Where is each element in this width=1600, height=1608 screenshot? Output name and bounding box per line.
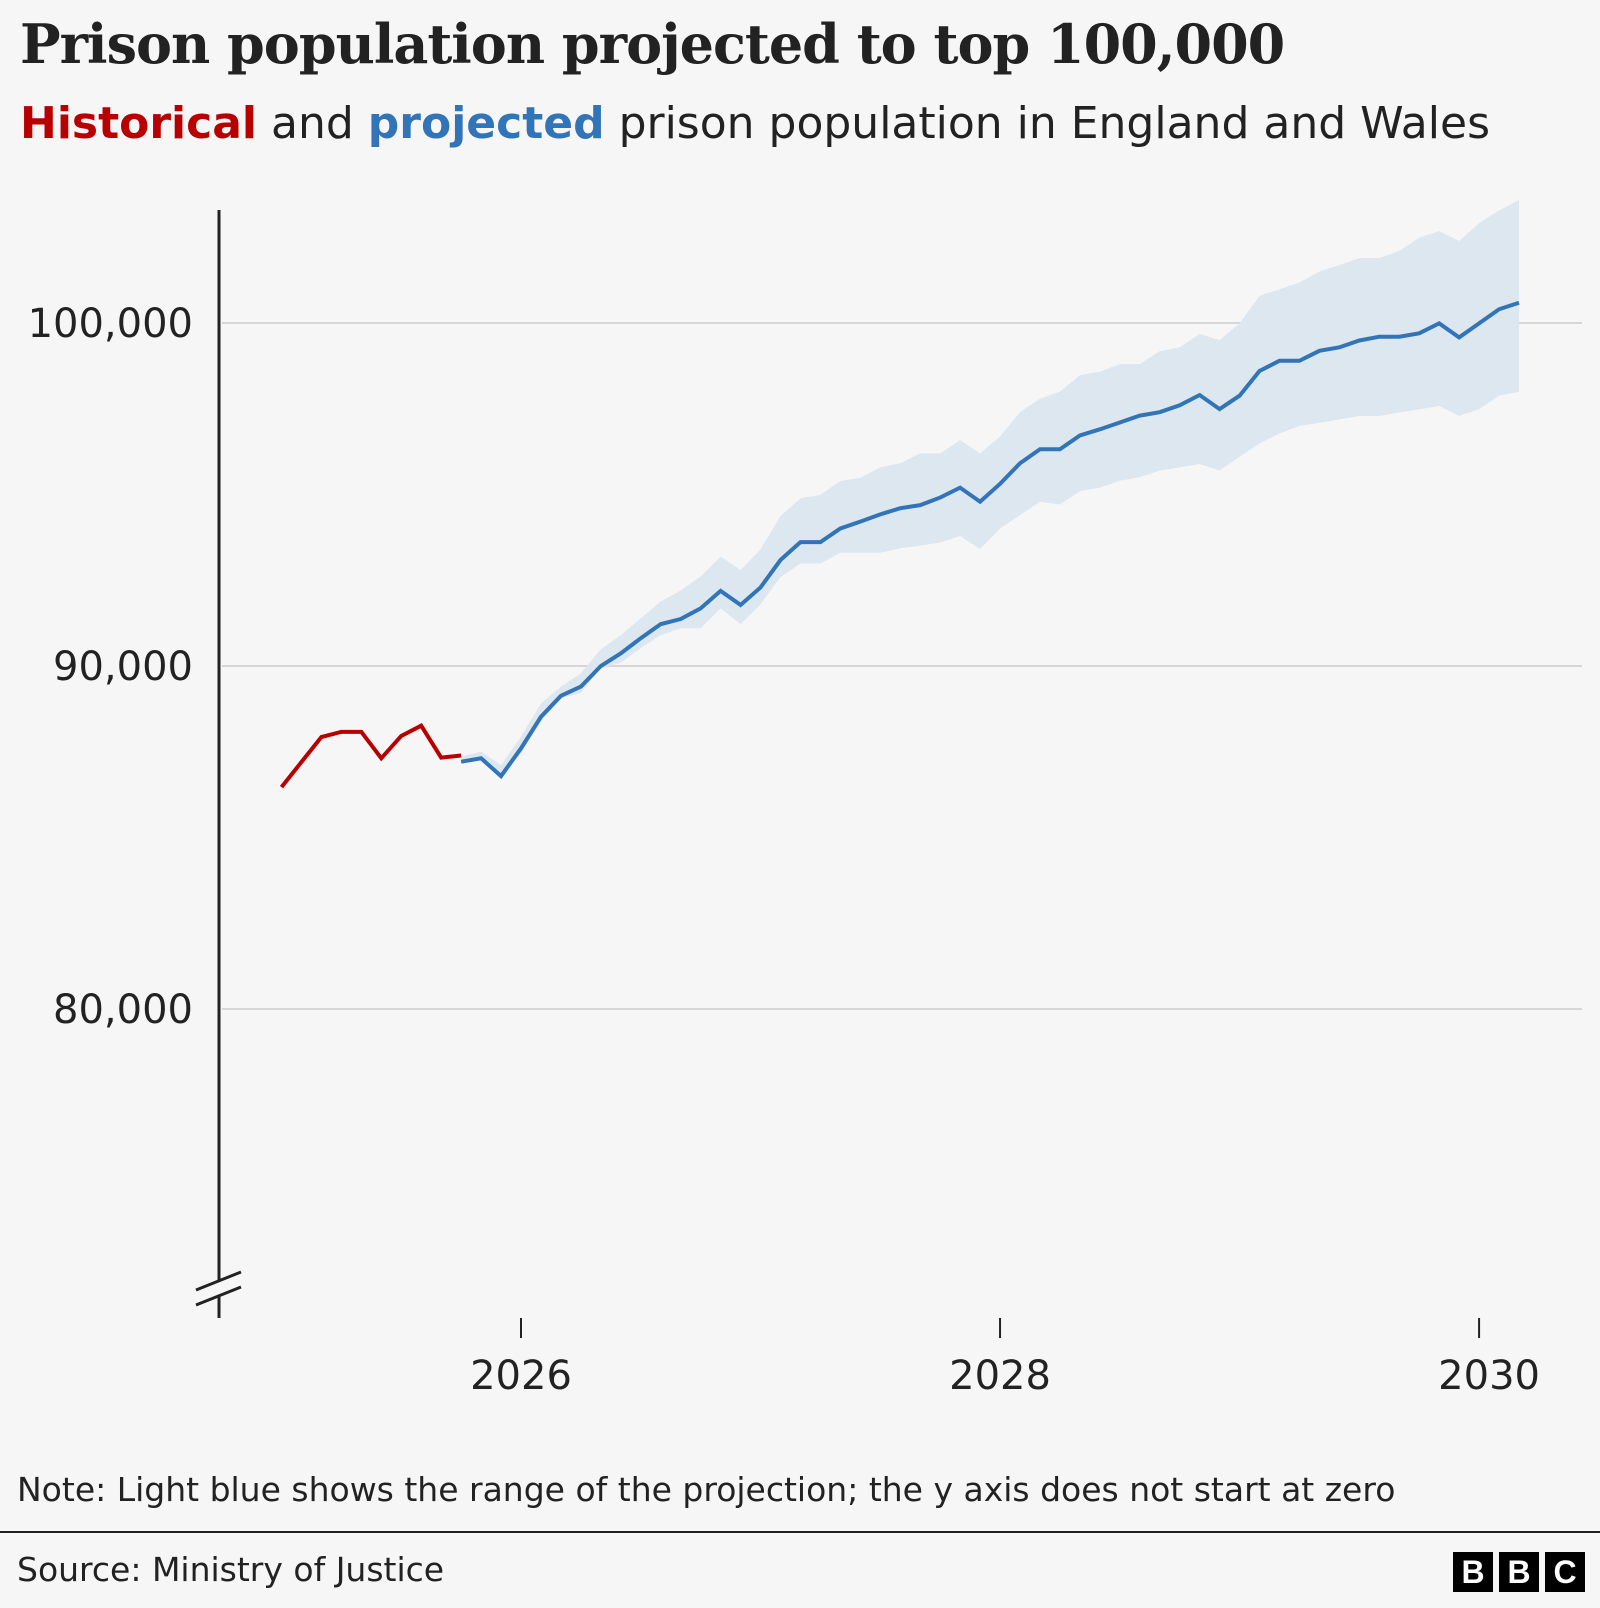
x-tick-label: 2030 <box>1438 1353 1540 1399</box>
chart-note: Note: Light blue shows the range of the … <box>17 1470 1396 1509</box>
logo-letter: B <box>1499 1552 1539 1592</box>
subtitle-projected: projected <box>367 98 605 149</box>
chart-subtitle: Historical and projected prison populati… <box>20 98 1490 149</box>
subtitle-and: and <box>257 98 368 149</box>
source-text: Source: Ministry of Justice <box>17 1550 445 1589</box>
x-tick-label: 2028 <box>949 1353 1051 1399</box>
y-tick-label: 100,000 <box>28 301 193 347</box>
y-tick-label: 90,000 <box>53 644 193 690</box>
x-tick-label: 2026 <box>470 1353 572 1399</box>
y-tick-label: 80,000 <box>53 987 193 1033</box>
subtitle-rest: prison population in England and Wales <box>604 98 1490 149</box>
projected-line <box>460 300 1520 780</box>
chart: 80,000 90,000 100,000 2026 2028 2030 <box>28 199 1582 1399</box>
axis-break-mark <box>195 1285 242 1307</box>
bbc-logo: B B C <box>1453 1552 1585 1592</box>
footer-divider <box>0 1531 1600 1533</box>
historical-line <box>279 723 462 789</box>
chart-title: Prison population projected to top 100,0… <box>20 12 1285 76</box>
subtitle-historical: Historical <box>20 98 257 149</box>
logo-letter: C <box>1545 1552 1585 1592</box>
projection-range-band <box>461 199 1519 777</box>
axis-break-mark <box>195 1270 242 1292</box>
logo-letter: B <box>1453 1552 1493 1592</box>
